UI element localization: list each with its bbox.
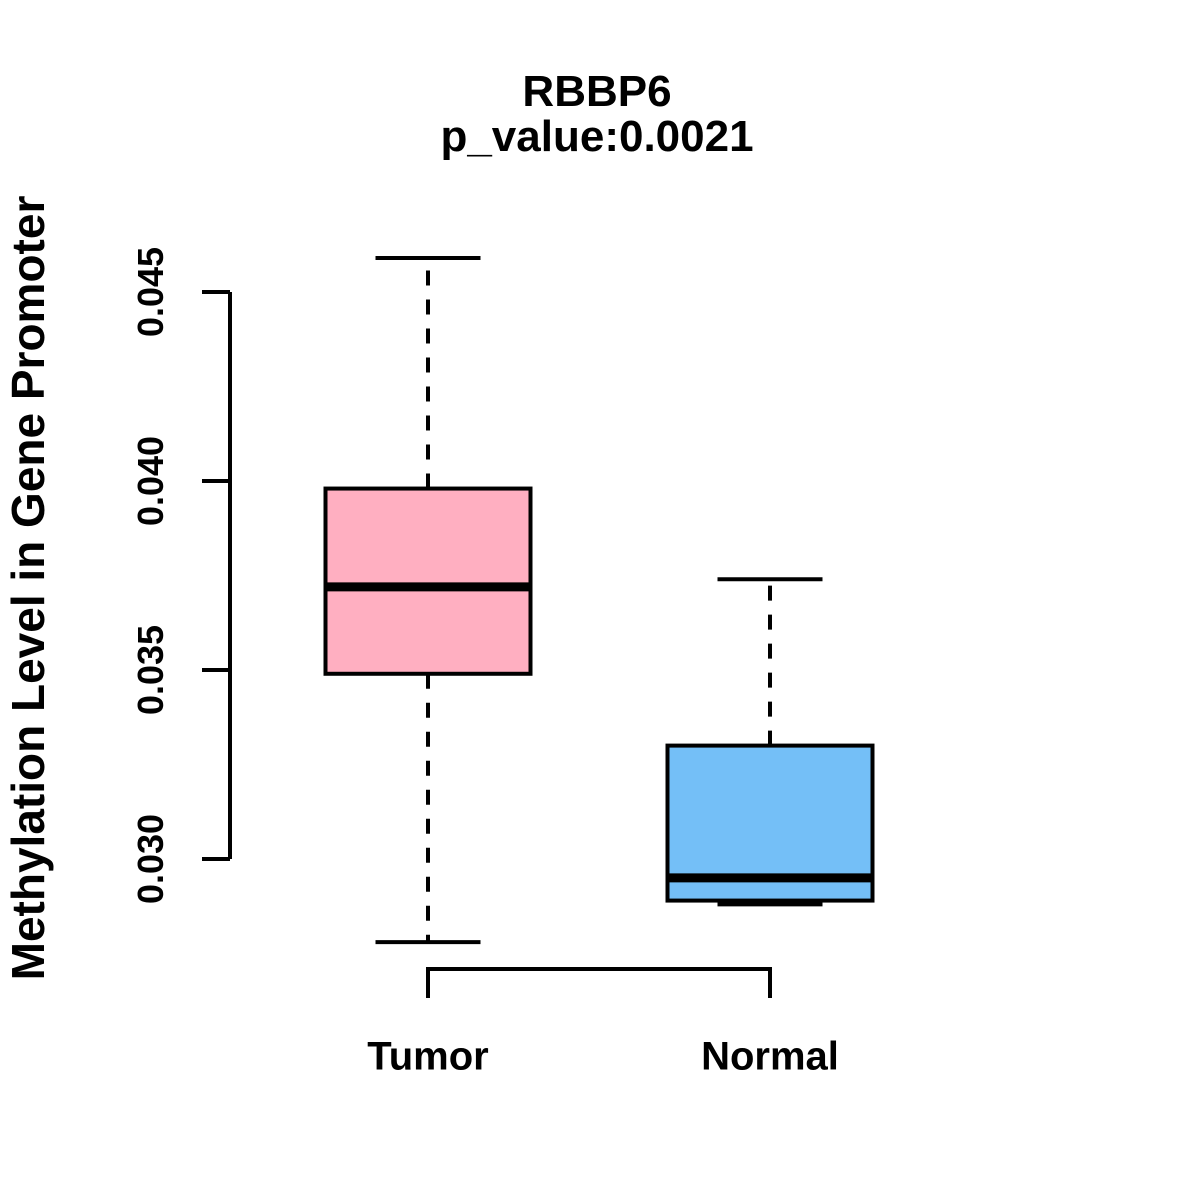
y-tick-label: 0.045: [130, 246, 171, 338]
y-tick-label: 0.040: [130, 435, 171, 527]
chart-subtitle: p_value:0.0021: [440, 112, 754, 161]
x-category-label: Tumor: [367, 1034, 489, 1079]
chart-title: RBBP6: [522, 67, 672, 116]
x-category-label: Normal: [701, 1034, 839, 1079]
y-axis-label: Methylation Level in Gene Promoter: [2, 195, 54, 981]
y-tick-label: 0.030: [130, 813, 171, 905]
tumor-box: [323, 486, 533, 676]
y-tick-label: 0.035: [130, 624, 171, 716]
